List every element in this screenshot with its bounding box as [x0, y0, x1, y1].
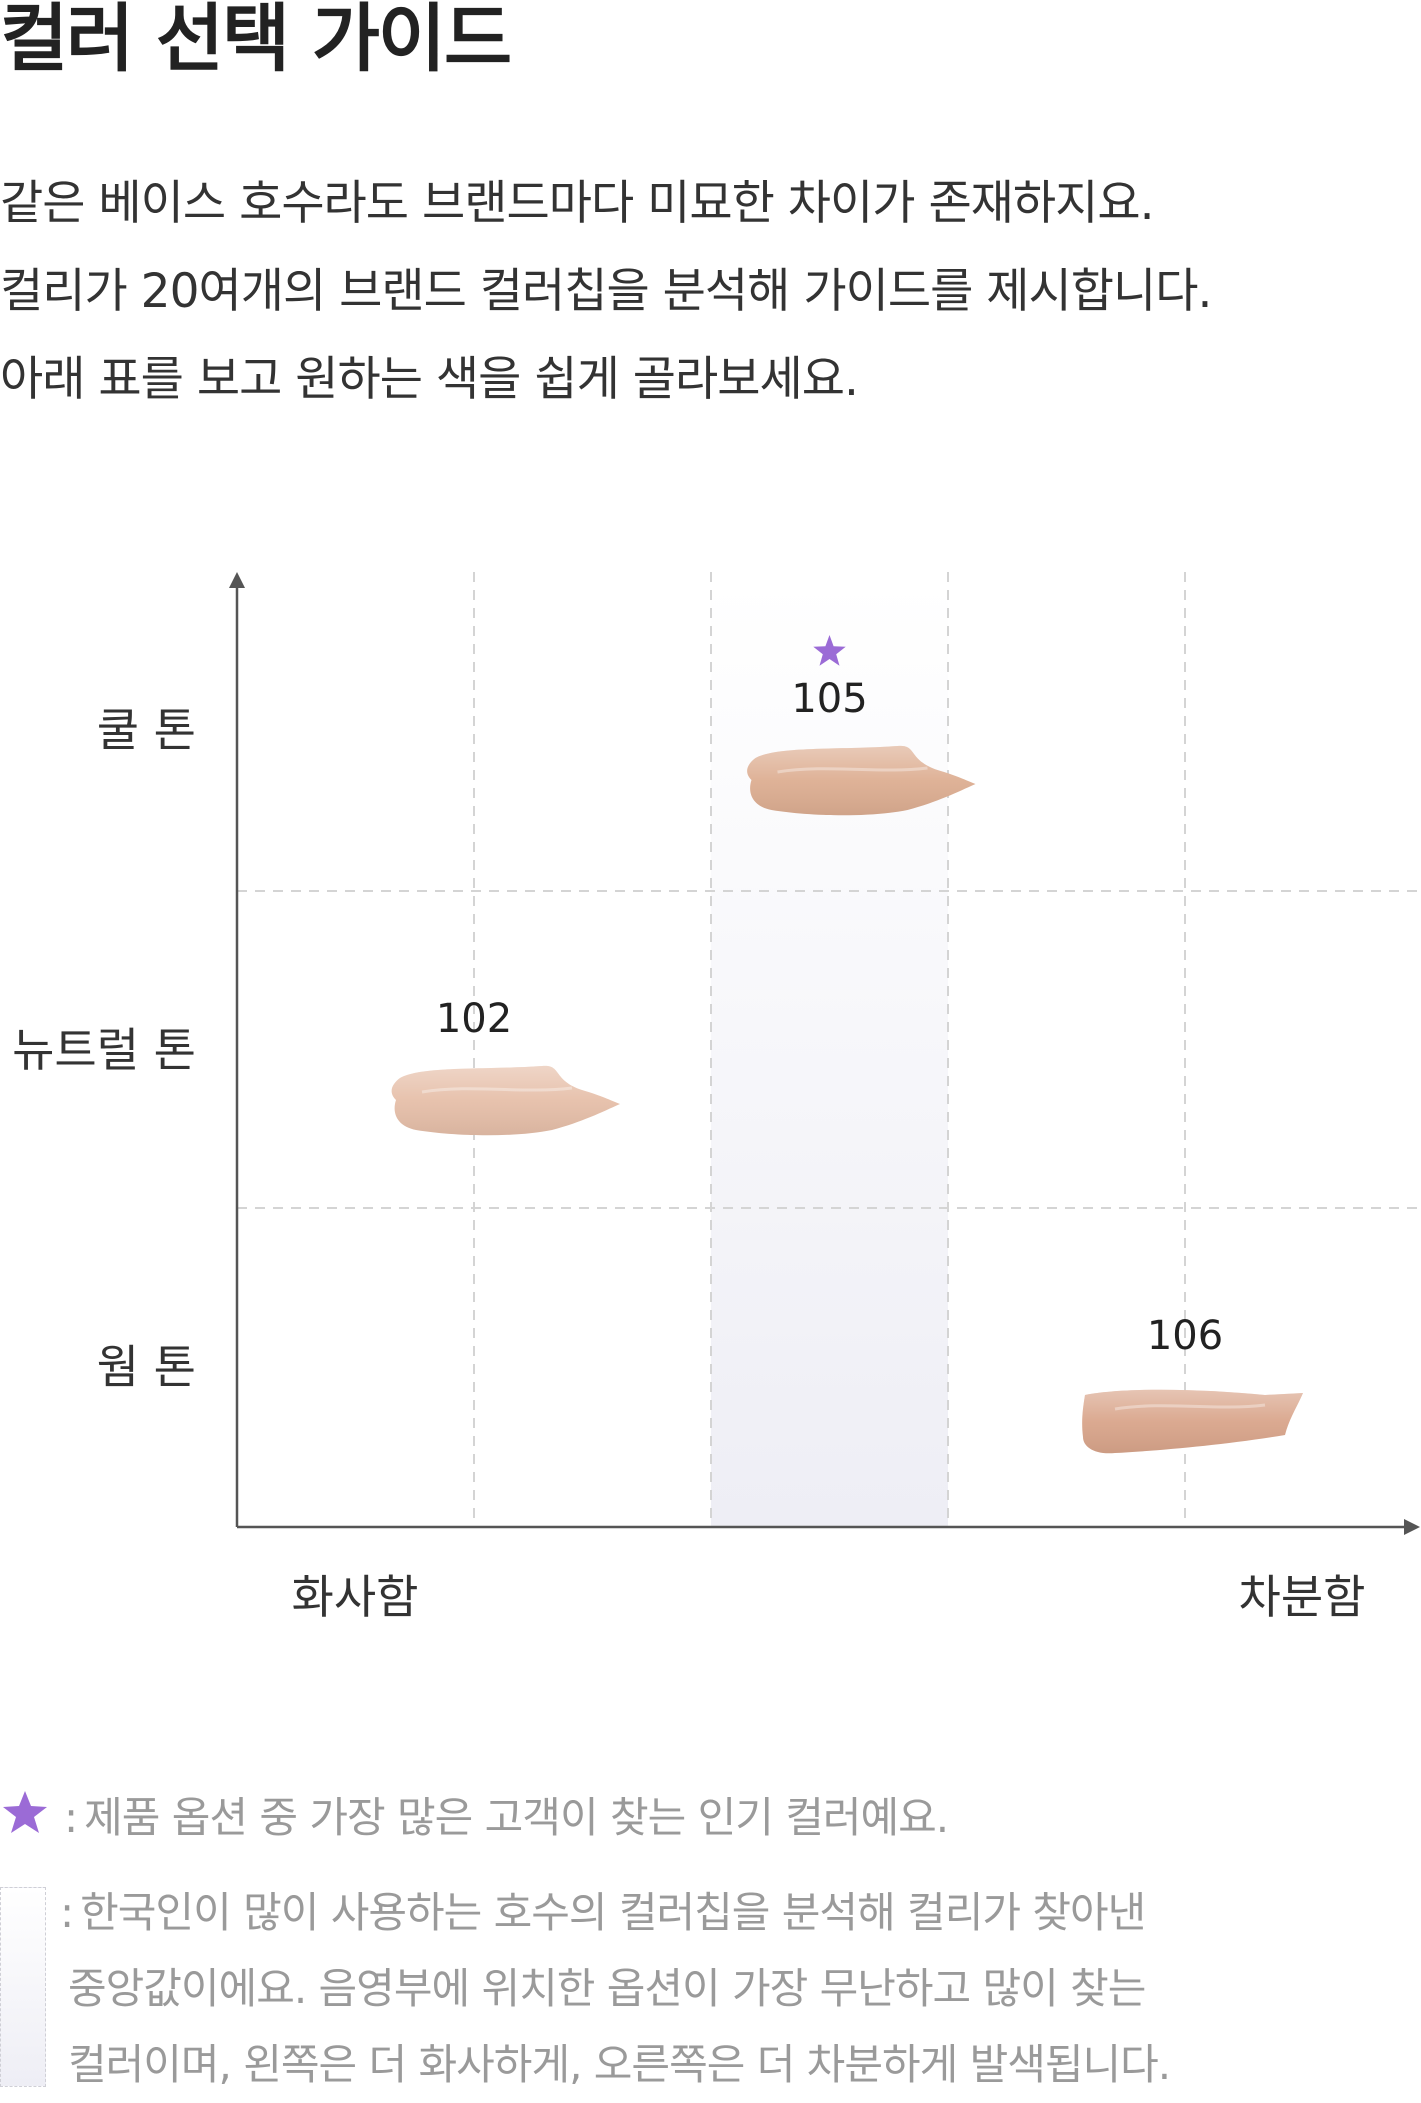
legend-zone-row: : 한국인이 많이 사용하는 호수의 컬러칩을 분석해 컬리가 찾아낸 중앙값이… [0, 1875, 1171, 2103]
y-axis-label: 뉴트럴 톤 [12, 1023, 196, 1077]
y-axis-label: 쿨 톤 [97, 703, 196, 757]
legend-zone-line: 한국인이 많이 사용하는 호수의 컬러칩을 분석해 컬리가 찾아낸 [80, 1888, 1146, 1937]
swatch-highlight [777, 766, 928, 774]
median-zone [711, 580, 948, 1527]
swatch-sheen [1082, 1389, 1303, 1454]
swatch-highlight [1114, 1403, 1266, 1411]
swatch-highlight [421, 1086, 573, 1094]
legend-colon: : [60, 1888, 75, 1937]
page-title: 컬러 선택 가이드 [0, 0, 512, 82]
intro-line: 같은 베이스 호수라도 브랜드마다 미묘한 차이가 존재하지요. [0, 176, 1155, 231]
swatch-label: 105 [791, 676, 867, 722]
shaded-zone-swatch [0, 1887, 46, 2087]
y-axis-label: 웜 톤 [97, 1340, 196, 1394]
intro-line: 아래 표를 보고 원하는 색을 쉽게 골라보세요. [0, 352, 859, 407]
star-icon [3, 1791, 47, 1833]
swatch-102: 102 [391, 996, 620, 1136]
swatch-sheen [747, 745, 976, 816]
legend-zone-text: : 한국인이 많이 사용하는 호수의 컬러칩을 분석해 컬리가 찾아낸 중앙값이… [46, 1875, 1171, 2103]
swatch-label: 102 [436, 996, 512, 1042]
star-icon [813, 635, 846, 666]
swatch-106: 106 [1082, 1313, 1303, 1454]
swatch-105: 105 [747, 635, 976, 816]
x-axis-label-bright: 화사함 [292, 1570, 419, 1624]
x-axis-label-calm: 차분함 [1239, 1570, 1366, 1624]
x-axis-arrow-icon [1404, 1519, 1420, 1535]
legend-colon: : [64, 1793, 79, 1842]
swatch-sheen [391, 1065, 620, 1136]
intro-text: 같은 베이스 호수라도 브랜드마다 미묘한 차이가 존재하지요. 컬리가 20여… [0, 160, 1421, 424]
legend-popular-text: 제품 옵션 중 가장 많은 고객이 찾는 인기 컬러예요. [84, 1793, 949, 1842]
intro-line: 컬리가 20여개의 브랜드 컬러칩을 분석해 가이드를 제시합니다. [0, 264, 1212, 319]
swatch-label: 106 [1147, 1313, 1223, 1359]
y-axis-arrow-icon [229, 572, 245, 588]
legend-zone-line: 컬러이며, 왼쪽은 더 화사하게, 오른쪽은 더 차분하게 발색됩니다. [68, 2040, 1171, 2089]
legend-zone-line: 중앙값이에요. 음영부에 위치한 옵션이 가장 무난하고 많이 찾는 [68, 1964, 1146, 2013]
legend-popular-row: : 제품 옵션 중 가장 많은 고객이 찾는 인기 컬러예요. [0, 1780, 949, 1856]
